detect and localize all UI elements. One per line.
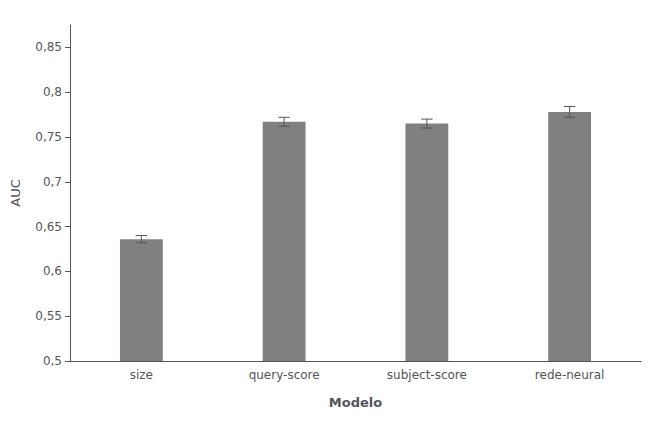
- svg-text:0,85: 0,85: [35, 40, 62, 54]
- svg-text:0,75: 0,75: [35, 130, 62, 144]
- svg-text:0,8: 0,8: [43, 85, 62, 99]
- svg-text:size: size: [130, 368, 153, 382]
- svg-text:Modelo: Modelo: [329, 395, 382, 410]
- svg-text:0,7: 0,7: [43, 175, 62, 189]
- svg-text:0,6: 0,6: [43, 264, 62, 278]
- svg-text:0,55: 0,55: [35, 309, 62, 323]
- svg-text:AUC: AUC: [8, 179, 23, 207]
- svg-text:rede-neural: rede-neural: [535, 368, 605, 382]
- svg-text:0,5: 0,5: [43, 354, 62, 368]
- svg-text:subject-score: subject-score: [387, 368, 467, 382]
- svg-text:0,65: 0,65: [35, 220, 62, 234]
- svg-text:query-score: query-score: [249, 368, 320, 382]
